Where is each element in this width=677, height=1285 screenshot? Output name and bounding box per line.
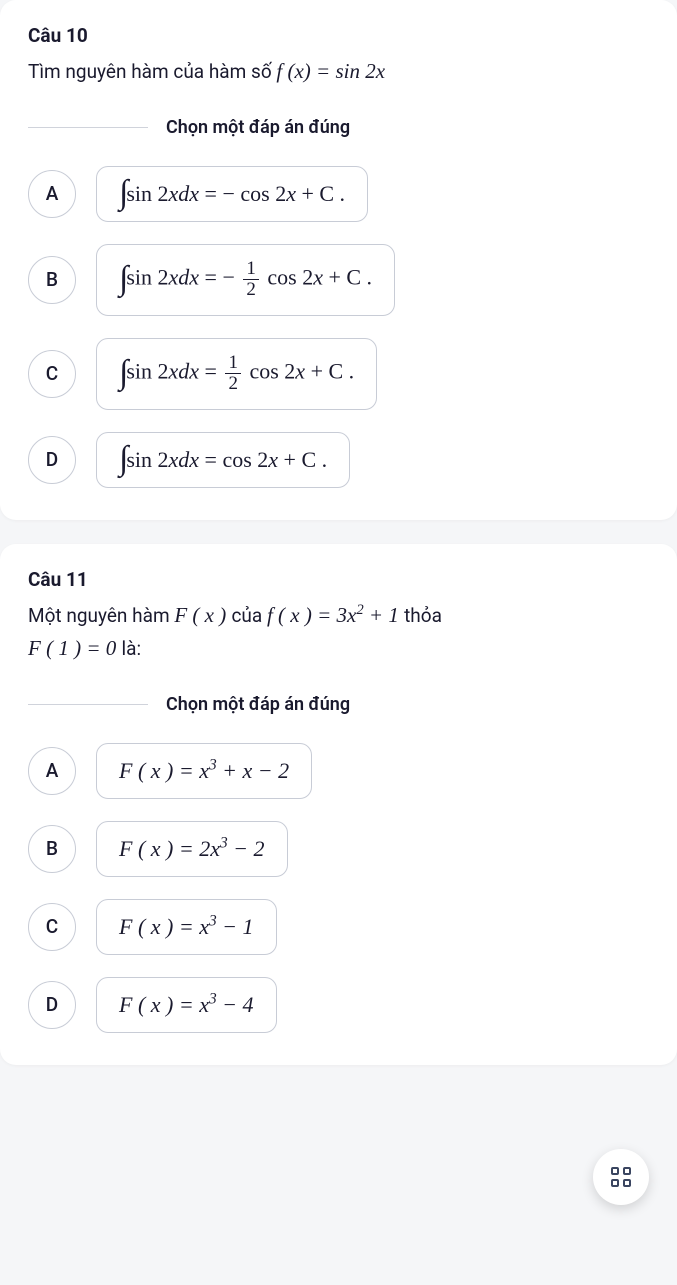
divider-label: Chọn một đáp án đúng (148, 117, 368, 138)
option-c[interactable]: C ∫ sin 2xdx = 12 cos 2x + C . (28, 338, 649, 410)
math-text: F ( x ) = x3 + x − 2 (119, 758, 289, 784)
prompt-math: F ( 1 ) = 0 (28, 636, 122, 660)
option-letter: C (28, 903, 76, 951)
option-letter: D (28, 436, 76, 484)
option-content: F ( x ) = x3 − 4 (96, 977, 277, 1033)
math-text: sin 2xdx = 12 cos 2x + C . (126, 353, 354, 394)
divider: Chọn một đáp án đúng (28, 694, 649, 715)
math-text: F ( x ) = 2x3 − 2 (119, 836, 265, 862)
fraction: 12 (225, 353, 241, 394)
option-content: ∫ sin 2xdx = − cos 2x + C . (96, 166, 368, 222)
option-content: ∫ sin 2xdx = 12 cos 2x + C . (96, 338, 377, 410)
prompt-text: thỏa (404, 604, 442, 627)
question-prompt: Tìm nguyên hàm của hàm số f (x) = sin 2x (28, 55, 649, 89)
math-text: sin 2xdx = − 12 cos 2x + C . (126, 259, 372, 300)
prompt-text: là: (122, 637, 142, 660)
math-text: F ( x ) = x3 − 1 (119, 914, 254, 940)
math-text: sin 2xdx = cos 2x + C . (126, 447, 327, 473)
question-header: Câu 10 (28, 24, 649, 47)
prompt-math: F ( x ) (174, 603, 231, 627)
option-letter: C (28, 350, 76, 398)
option-d[interactable]: D ∫ sin 2xdx = cos 2x + C . (28, 432, 649, 488)
superscript: 3 (209, 912, 217, 929)
option-letter: A (28, 170, 76, 218)
grid-icon (611, 1167, 631, 1187)
prompt-text: Một nguyên hàm (28, 604, 174, 627)
option-letter: D (28, 981, 76, 1029)
options-list: A F ( x ) = x3 + x − 2 B F ( x ) = 2x3 −… (28, 743, 649, 1033)
option-letter: B (28, 825, 76, 873)
divider-line (28, 127, 148, 128)
question-card-10: Câu 10 Tìm nguyên hàm của hàm số f (x) =… (0, 0, 677, 520)
option-d[interactable]: D F ( x ) = x3 − 4 (28, 977, 649, 1033)
divider: Chọn một đáp án đúng (28, 117, 649, 138)
option-b[interactable]: B ∫ sin 2xdx = − 12 cos 2x + C . (28, 244, 649, 316)
option-letter: B (28, 256, 76, 304)
divider-line (28, 704, 148, 705)
option-content: ∫ sin 2xdx = − 12 cos 2x + C . (96, 244, 395, 316)
fraction: 12 (243, 259, 259, 300)
question-prompt: Một nguyên hàm F ( x ) của f ( x ) = 3x2… (28, 599, 649, 666)
option-letter: A (28, 747, 76, 795)
option-content: F ( x ) = x3 + x − 2 (96, 743, 312, 799)
superscript: 3 (209, 990, 217, 1007)
divider-label: Chọn một đáp án đúng (148, 694, 368, 715)
grid-menu-button[interactable] (593, 1149, 649, 1205)
question-card-11: Câu 11 Một nguyên hàm F ( x ) của f ( x … (0, 544, 677, 1065)
option-content: ∫ sin 2xdx = cos 2x + C . (96, 432, 350, 488)
option-a[interactable]: A F ( x ) = x3 + x − 2 (28, 743, 649, 799)
option-b[interactable]: B F ( x ) = 2x3 − 2 (28, 821, 649, 877)
superscript: 3 (209, 756, 217, 773)
math-text: sin 2xdx = − cos 2x + C . (126, 181, 345, 207)
option-a[interactable]: A ∫ sin 2xdx = − cos 2x + C . (28, 166, 649, 222)
option-c[interactable]: C F ( x ) = x3 − 1 (28, 899, 649, 955)
math-text: F ( x ) = x3 − 4 (119, 992, 254, 1018)
prompt-math: f (x) = sin 2x (276, 59, 385, 83)
question-header: Câu 11 (28, 568, 649, 591)
superscript: 2 (356, 602, 363, 618)
prompt-text: Tìm nguyên hàm của hàm số (28, 60, 276, 83)
superscript: 3 (220, 834, 228, 851)
option-content: F ( x ) = 2x3 − 2 (96, 821, 288, 877)
options-list: A ∫ sin 2xdx = − cos 2x + C . B ∫ sin 2x… (28, 166, 649, 488)
prompt-text: của (231, 604, 266, 627)
prompt-math: f ( x ) = 3x2 + 1 (267, 603, 404, 627)
option-content: F ( x ) = x3 − 1 (96, 899, 277, 955)
